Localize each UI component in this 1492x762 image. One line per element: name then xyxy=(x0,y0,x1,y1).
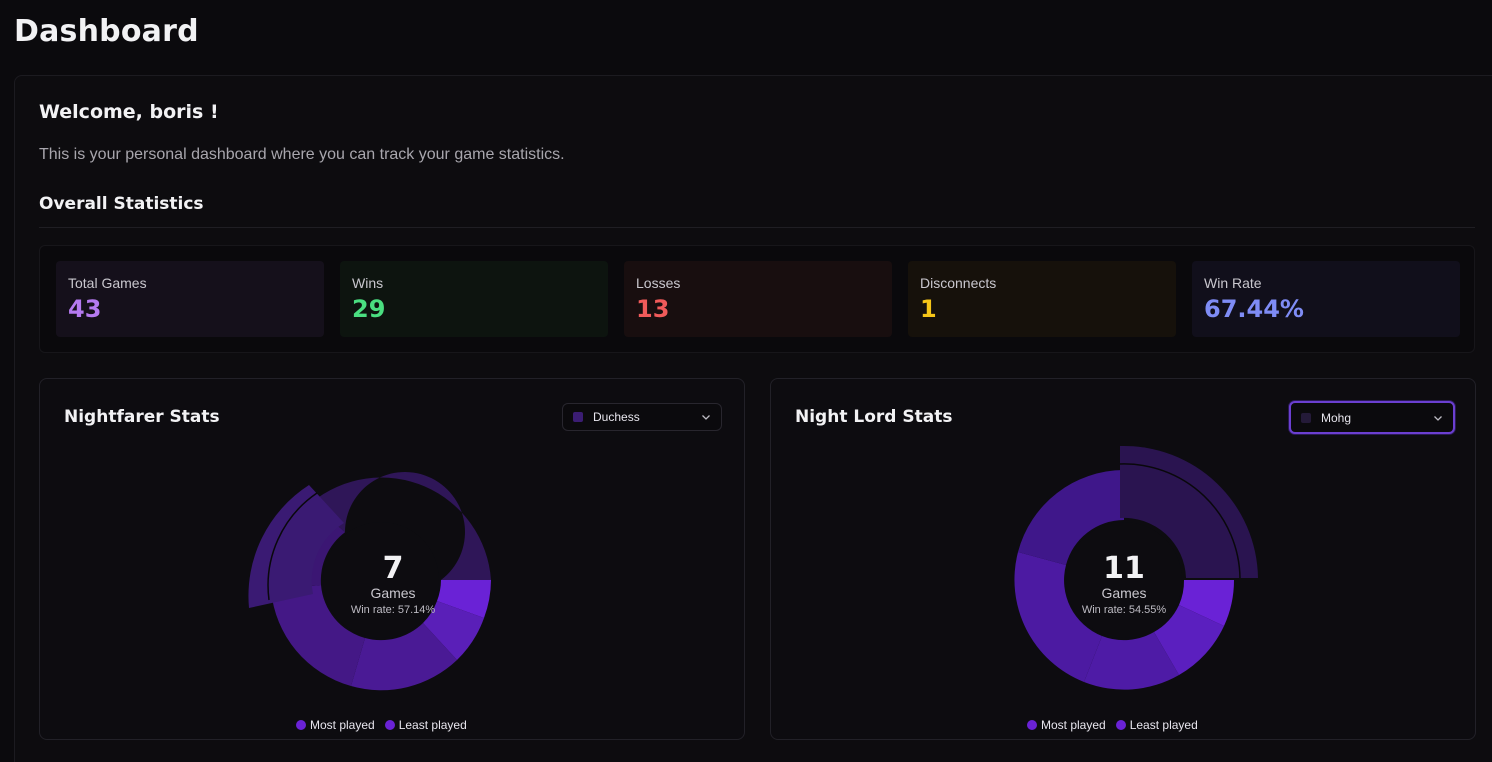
color-swatch xyxy=(1301,412,1311,423)
legend-label: Least played xyxy=(398,718,467,732)
donut-segment-highlight xyxy=(248,485,344,608)
highlight-arc xyxy=(1119,463,1241,579)
donut-hole xyxy=(1066,522,1182,638)
stat-value: 1 xyxy=(920,295,937,323)
stat-value: 29 xyxy=(352,295,386,323)
stat-value: 67.44% xyxy=(1204,295,1304,323)
donut-segment xyxy=(423,601,484,660)
legend-label: Least played xyxy=(1129,718,1198,732)
stat-label: Win Rate xyxy=(1204,275,1262,291)
chevron-down-icon xyxy=(1434,415,1442,421)
nightfarer-donut-chart xyxy=(248,472,491,691)
donut-segment xyxy=(1084,632,1179,690)
stat-card-total-games: Total Games 43 xyxy=(56,261,324,337)
stat-card-win-rate: Win Rate 67.44% xyxy=(1192,261,1460,337)
legend-item-most-played: Most played xyxy=(1027,718,1106,732)
donut-segment xyxy=(351,623,457,691)
legend-label: Most played xyxy=(310,718,375,732)
nightfarer-games-count: 7 xyxy=(382,551,404,586)
donut-hole xyxy=(323,522,439,638)
legend-item-most-played: Most played xyxy=(296,718,375,732)
donut-segment xyxy=(1014,552,1102,682)
stat-label: Disconnects xyxy=(920,275,997,291)
donut-segment xyxy=(437,580,491,618)
legend-item-least-played: Least played xyxy=(384,718,467,732)
donut-segment-highlight xyxy=(1120,445,1258,578)
overall-statistics-title: Overall Statistics xyxy=(39,194,204,214)
welcome-description: This is your personal dashboard where yo… xyxy=(39,146,565,163)
legend-label: Most played xyxy=(1041,718,1106,732)
night-lord-legend: Most played Least played xyxy=(1027,718,1198,732)
stat-card-disconnects: Disconnects 1 xyxy=(908,261,1176,337)
night-lord-select[interactable]: Mohg xyxy=(1289,401,1455,434)
stat-label: Wins xyxy=(352,275,384,291)
nightfarer-legend: Most played Least played xyxy=(296,718,467,732)
section-divider xyxy=(39,227,1475,228)
welcome-heading: Welcome, boris ! xyxy=(39,101,219,123)
stat-value: 43 xyxy=(68,295,102,323)
stat-card-wins: Wins 29 xyxy=(340,261,608,337)
legend-dot xyxy=(296,720,306,730)
night-lord-win-rate: Win rate: 54.55% xyxy=(1081,604,1167,616)
donut-segment xyxy=(1179,580,1235,626)
donut-segment xyxy=(1154,605,1224,675)
stat-card-losses: Losses 13 xyxy=(624,261,892,337)
chevron-down-icon xyxy=(702,415,710,420)
nightfarer-win-rate: Win rate: 57.14% xyxy=(350,604,436,616)
night-lord-games-label: Games xyxy=(1101,585,1147,601)
nightfarer-select-value: Duchess xyxy=(593,410,640,424)
stat-value: 13 xyxy=(636,295,670,323)
highlight-arc xyxy=(267,492,318,601)
page-title: Dashboard xyxy=(14,14,199,49)
night-lord-games-count: 11 xyxy=(1103,551,1145,586)
legend-dot xyxy=(1027,720,1037,730)
night-lord-donut-chart xyxy=(1014,445,1258,690)
legend-dot xyxy=(1115,720,1126,730)
nightfarer-stats-card: Nightfarer Stats Duchess 7 Games Win rat… xyxy=(39,378,745,740)
nightfarer-select[interactable]: Duchess xyxy=(562,403,722,431)
color-swatch xyxy=(573,412,583,422)
legend-dot xyxy=(384,720,395,730)
legend-item-least-played: Least played xyxy=(1115,718,1198,732)
night-lord-select-value: Mohg xyxy=(1321,410,1352,425)
donut-segment xyxy=(1018,470,1124,565)
night-lord-stats-card: Night Lord Stats Mohg 11 Games Win rate:… xyxy=(770,378,1476,740)
nightfarer-stats-title: Nightfarer Stats xyxy=(64,407,220,427)
donut-segment xyxy=(311,472,491,580)
donut-segment xyxy=(271,585,365,686)
night-lord-stats-title: Night Lord Stats xyxy=(795,407,953,427)
stat-label: Total Games xyxy=(68,275,147,291)
nightfarer-games-label: Games xyxy=(370,585,416,601)
stat-label: Losses xyxy=(636,275,681,291)
